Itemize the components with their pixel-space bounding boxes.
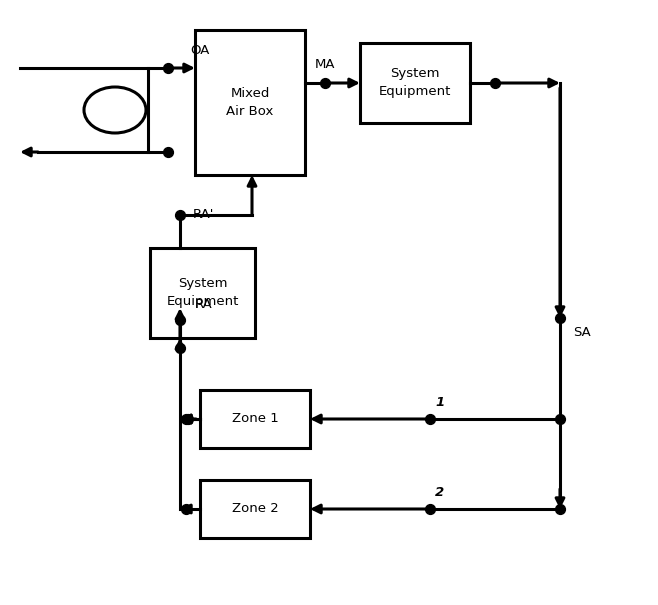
Bar <box>200 390 310 448</box>
Point <box>490 78 500 88</box>
Point <box>424 414 435 424</box>
Text: RA': RA' <box>193 209 215 221</box>
Text: 2: 2 <box>435 486 444 500</box>
Text: MA: MA <box>315 59 335 71</box>
Text: Mixed
Air Box: Mixed Air Box <box>226 87 274 118</box>
Ellipse shape <box>84 87 146 133</box>
Point <box>181 504 191 514</box>
Point <box>555 313 565 323</box>
Text: Zone 2: Zone 2 <box>232 503 278 515</box>
Point <box>163 147 173 157</box>
Text: SA: SA <box>573 325 591 339</box>
Text: OA: OA <box>190 44 210 56</box>
Point <box>175 210 186 220</box>
Point <box>183 414 193 424</box>
Point <box>181 414 191 424</box>
Text: RA: RA <box>195 298 213 312</box>
Point <box>555 504 565 514</box>
Text: System
Equipment: System Equipment <box>166 278 239 309</box>
Text: Zone 1: Zone 1 <box>232 413 278 425</box>
Text: 1: 1 <box>435 396 444 410</box>
Point <box>555 414 565 424</box>
Bar <box>360 43 470 123</box>
Point <box>175 343 186 353</box>
Bar <box>195 30 305 175</box>
Point <box>163 63 173 73</box>
Point <box>320 78 330 88</box>
Point <box>175 315 186 325</box>
Text: System
Equipment: System Equipment <box>379 68 451 99</box>
Bar <box>150 248 255 338</box>
Point <box>424 504 435 514</box>
Bar <box>200 480 310 538</box>
